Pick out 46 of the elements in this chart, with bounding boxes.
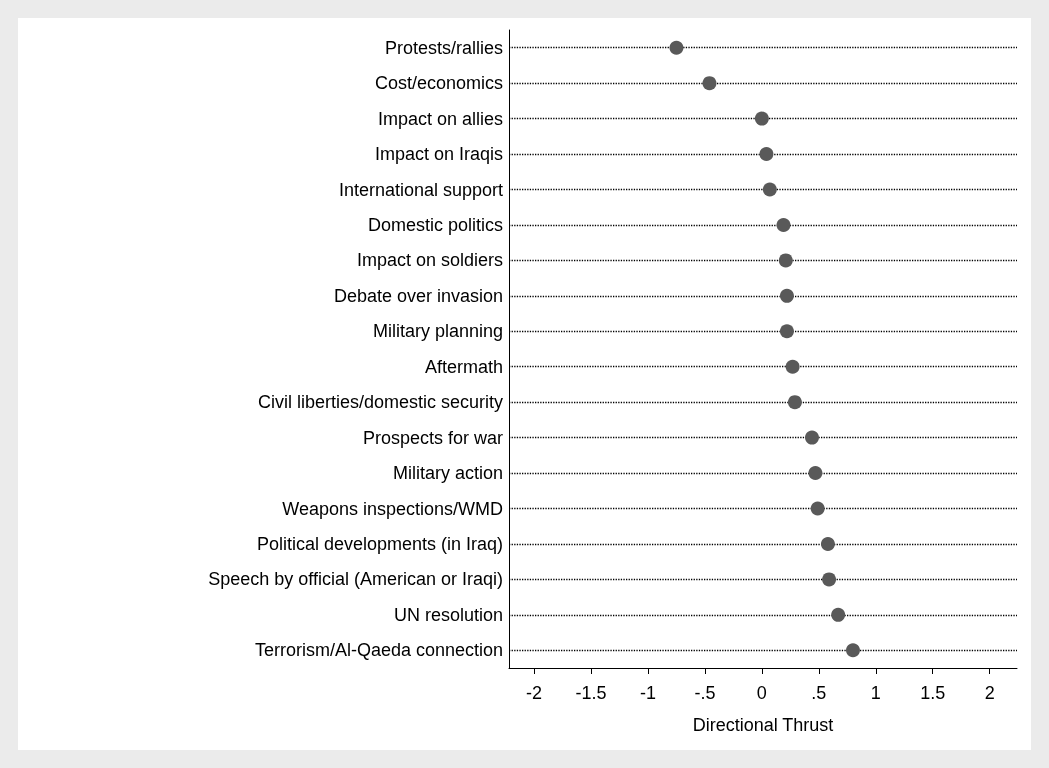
point	[831, 607, 846, 622]
point	[762, 182, 777, 197]
point	[822, 572, 837, 587]
point	[759, 147, 774, 162]
x-tick-label: 1	[870, 683, 881, 703]
x-tick-label: -.5	[694, 683, 716, 703]
point	[778, 253, 793, 268]
y-tick-label: Prospects for war	[362, 427, 503, 448]
point	[779, 288, 794, 303]
point	[820, 536, 835, 551]
y-tick-label: Domestic politics	[367, 214, 503, 235]
y-tick-label: Protests/rallies	[384, 37, 503, 58]
y-tick-label: Speech by official (American or Iraqi)	[208, 569, 503, 590]
x-tick-label: -1.5	[575, 683, 607, 703]
y-tick-label: Aftermath	[424, 356, 503, 377]
y-tick-label: Cost/economics	[374, 73, 503, 94]
point	[804, 430, 819, 445]
x-tick-label: -1	[639, 683, 656, 703]
y-tick-label: Military action	[392, 463, 503, 484]
point	[779, 324, 794, 339]
y-tick-label: Political developments (in Iraq)	[256, 533, 503, 554]
point	[754, 111, 769, 126]
y-tick-label: Impact on allies	[377, 108, 503, 129]
x-tick-label: 0	[756, 683, 767, 703]
x-tick-label: .5	[811, 683, 827, 703]
point	[785, 359, 800, 374]
x-tick-label: 1.5	[920, 683, 946, 703]
x-tick-label: 2	[984, 683, 995, 703]
y-tick-label: Impact on soldiers	[356, 250, 503, 271]
point	[787, 395, 802, 410]
y-tick-label: Civil liberties/domestic security	[257, 392, 503, 413]
point	[846, 643, 860, 658]
point	[669, 40, 684, 55]
y-tick-label: Terrorism/Al-Qaeda connection	[254, 640, 503, 661]
y-tick-label: UN resolution	[393, 604, 503, 625]
y-tick-label: Military planning	[372, 321, 503, 342]
y-tick-label: Weapons inspections/WMD	[282, 498, 503, 519]
x-tick-label: -2	[526, 683, 543, 703]
point	[810, 501, 825, 516]
y-tick-label: Impact on Iraqis	[374, 144, 503, 165]
point	[702, 76, 717, 91]
point	[808, 466, 823, 481]
point	[776, 217, 791, 232]
x-axis-title: Directional Thrust	[692, 715, 834, 735]
y-tick-label: International support	[338, 179, 503, 200]
y-tick-label: Debate over invasion	[333, 285, 503, 306]
